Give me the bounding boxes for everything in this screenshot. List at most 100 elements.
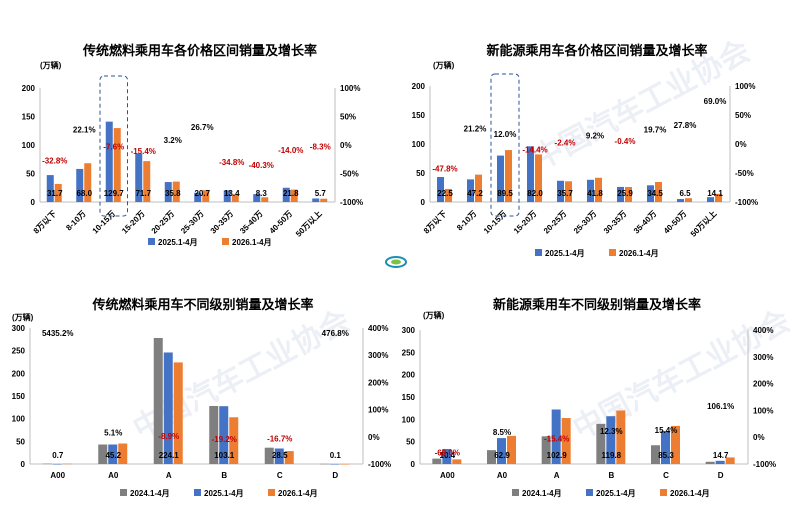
x-tick-label: 35-40万 [632,209,658,235]
legend-swatch [148,238,155,245]
growth-label: 9.2% [586,132,604,141]
chart-traditional-class: 传统燃料乘用车不同级别销量及增长率 (万辆) 0 50 100 150 200 250 300 -… [12,297,391,498]
bar-3 [62,463,72,465]
y2-tick-label: -100% [753,460,776,469]
y-tick-label: 300 [402,326,416,335]
y-tick-label: 100 [402,415,416,424]
bar-2 [625,186,632,202]
data-label: 14.1 [707,189,723,198]
bar-2 [715,193,722,202]
y2-tick-label: 100% [735,82,755,91]
bar-1 [707,197,714,202]
bar-1 [209,405,219,464]
bar-2 [497,438,506,464]
growth-label: -15.4% [131,147,156,156]
growth-label: 3.2% [164,136,182,145]
y2-tick-label: -100% [735,198,758,207]
legend-swatch [609,249,616,256]
x-tick-label: 35-40万 [238,209,264,235]
highlight-box [490,73,520,217]
bar-1 [432,458,442,464]
bar-1 [647,185,654,202]
chart-title: 新能源乘用车各价格区间销量及增长率 [486,43,707,58]
x-tick-label: A [166,471,172,480]
legend-label: 2024.1-4月 [522,489,562,498]
growth-label: 15.4% [655,426,678,435]
bar-3 [561,418,571,464]
growth-label: 12.3% [600,427,623,436]
y2-tick-label: -50% [340,170,359,179]
y-tick-label: 0 [421,198,426,207]
bar-3 [616,410,626,464]
growth-label: 22.1% [73,125,96,134]
x-tick-label: 30-35万 [209,209,235,235]
y-axis-unit: (万辆) [433,60,455,70]
growth-label: -47.8% [432,165,457,174]
bar-3 [284,451,294,464]
y-tick-label: 100 [12,415,26,424]
y-tick-label: 0 [31,198,36,207]
y-tick-label: 150 [12,392,26,401]
growth-label: -15.4% [544,434,569,443]
y-tick-label: 100 [22,141,36,150]
growth-label: -14.0% [278,146,303,155]
bar-2 [172,181,180,202]
chart-nev-price: 新能源乘用车各价格区间销量及增长率 (万辆) 0 50 100 150 200 -100% -5… [412,43,758,258]
x-tick-label: 10-15万 [482,209,508,235]
bar-3 [340,463,350,465]
data-label: 31.7 [47,189,63,198]
growth-label: -40.3% [249,161,274,170]
data-label: 25.9 [617,189,633,198]
data-label: 224.1 [159,451,180,460]
y2-tick-label: 0% [340,141,352,150]
y2-tick-label: 400% [368,324,388,333]
bar-2 [261,197,269,202]
x-tick-label: C [277,471,283,480]
chart-nev-class: 新能源乘用车不同级别销量及增长率 (万辆) 0 50 100 150 200 250 300 -1… [402,297,776,498]
legend-swatch [194,489,201,496]
bar-2 [52,463,62,465]
data-label: 89.5 [497,189,513,198]
growth-label: 69.0% [704,97,727,106]
data-label: 47.2 [467,189,483,198]
bar-2 [84,163,92,202]
bar-1 [264,447,274,464]
growth-label: -8.3% [310,143,331,152]
y2-tick-label: 100% [753,406,773,415]
y2-tick-label: -100% [340,198,363,207]
x-tick-label: 8-10万 [64,209,87,232]
bar-1 [194,192,202,202]
legend-label: 2026.1-4月 [619,249,659,258]
legend-swatch [512,489,519,496]
data-label: 20.7 [194,189,210,198]
legend-swatch [660,489,667,496]
y-tick-label: 200 [402,371,416,380]
bar-2 [219,406,229,464]
growth-label: -69.0% [435,449,460,458]
data-label: 34.5 [647,189,663,198]
bar-1 [98,444,108,464]
bar-2 [320,198,328,202]
y2-tick-label: -50% [735,169,754,178]
y-tick-label: 0 [21,460,26,469]
bar-1 [527,146,534,202]
growth-label: -7.6% [103,142,124,151]
bar-3 [118,443,128,464]
y-axis-unit: (万辆) [40,60,62,70]
y2-tick-label: 400% [753,326,773,335]
growth-label: -14.4% [522,145,547,154]
y-tick-label: 200 [22,84,36,93]
bar-1 [312,198,320,202]
y-tick-label: 150 [402,393,416,402]
legend-label: 2026.1-4月 [670,489,710,498]
y2-tick-label: 50% [735,111,751,120]
bar-2 [202,190,210,202]
data-label: 14.7 [713,451,729,460]
bar-3 [671,425,680,464]
y-tick-label: 50 [406,438,415,447]
x-tick-label: A00 [440,471,455,480]
data-label: 119.8 [602,451,622,460]
data-label: 68.0 [76,189,92,198]
x-tick-label: 25-30万 [179,209,205,235]
legend-label: 2026.1-4月 [278,489,318,498]
